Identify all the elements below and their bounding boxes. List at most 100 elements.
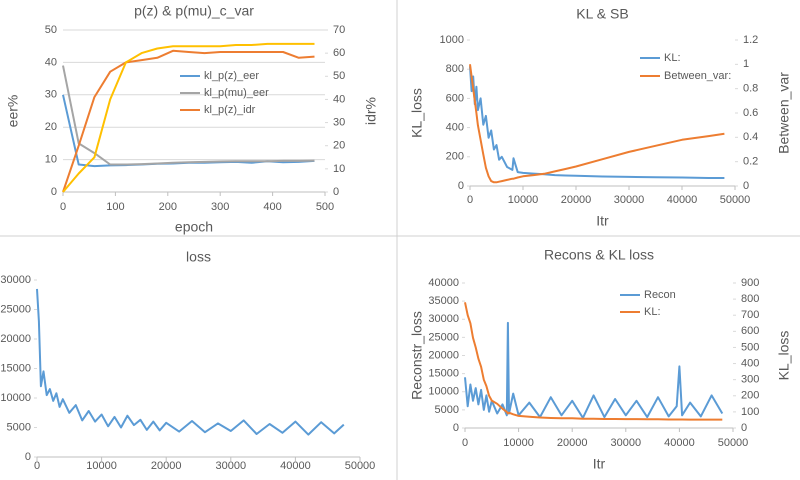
y2-tick-label: 30 (333, 116, 345, 128)
y-tick-label: 10 (45, 154, 57, 166)
y-axis-title: Reconstr_loss (409, 311, 425, 400)
y2-axis-title: idr% (363, 97, 379, 125)
y-axis-title: KL_loss (409, 88, 425, 138)
x-tick-label: 30000 (614, 194, 645, 206)
x-tick-label: 200 (159, 201, 177, 213)
y2-tick-label: 0 (743, 180, 749, 192)
data-line (62, 65, 315, 166)
data-line (62, 42, 315, 193)
x-tick-label: 100 (106, 201, 124, 213)
y-tick-label: 0 (25, 451, 31, 463)
chart-title: KL & SB (576, 6, 628, 22)
y-tick-label: 20 (45, 121, 57, 133)
y-tick-label: 5000 (435, 404, 459, 416)
y2-tick-label: 300 (741, 374, 759, 386)
legend-label: KL: (644, 306, 661, 318)
legend-label: Recon (644, 289, 676, 301)
y-tick-label: 0 (453, 422, 459, 434)
y2-tick-label: 0.4 (743, 131, 758, 143)
x-tick-label: 0 (34, 460, 40, 472)
x-tick-label: 400 (263, 201, 281, 213)
y-tick-label: 400 (446, 122, 464, 134)
y-tick-label: 15000 (0, 362, 31, 374)
x-tick-label: 300 (211, 201, 229, 213)
x-tick-label: 40000 (664, 437, 695, 449)
y-tick-label: 30000 (0, 274, 31, 286)
x-axis-title: Itr (593, 456, 606, 472)
y-tick-label: 5000 (7, 421, 31, 433)
y2-tick-label: 900 (741, 277, 759, 289)
y2-tick-label: 50 (333, 70, 345, 82)
x-tick-label: 10000 (503, 437, 534, 449)
x-tick-label: 50000 (718, 437, 749, 449)
x-tick-label: 40000 (280, 460, 311, 472)
y2-tick-label: 800 (741, 293, 759, 305)
y2-axis-title: KL_loss (776, 331, 792, 381)
x-tick-label: 10000 (86, 460, 117, 472)
y-tick-label: 20000 (428, 349, 459, 361)
y-tick-label: 40 (45, 56, 57, 68)
x-tick-label: 0 (467, 194, 473, 206)
y-tick-label: 600 (446, 92, 464, 104)
x-tick-label: 30000 (611, 437, 642, 449)
y-tick-label: 0 (458, 180, 464, 192)
y-tick-label: 0 (51, 186, 57, 198)
x-tick-label: 500 (316, 201, 334, 213)
x-tick-label: 10000 (508, 194, 539, 206)
y-tick-label: 25000 (0, 303, 31, 315)
y-tick-label: 10000 (428, 386, 459, 398)
x-tick-label: 20000 (151, 460, 182, 472)
y-tick-label: 40000 (428, 277, 459, 289)
y-tick-label: 35000 (428, 295, 459, 307)
y2-tick-label: 200 (741, 390, 759, 402)
legend-label: KL: (664, 52, 681, 64)
chart-title: p(z) & p(mu)_c_var (134, 3, 254, 19)
y-tick-label: 10000 (0, 392, 31, 404)
y2-tick-label: 1 (743, 58, 749, 70)
x-tick-label: 20000 (557, 437, 588, 449)
y-tick-label: 1000 (440, 34, 464, 46)
y2-tick-label: 1.2 (743, 34, 758, 46)
y2-tick-label: 0 (741, 422, 747, 434)
data-line (62, 49, 315, 193)
data-line (36, 288, 345, 436)
y2-tick-label: 600 (741, 325, 759, 337)
y2-tick-label: 70 (333, 24, 345, 36)
y-tick-label: 30000 (428, 313, 459, 325)
x-tick-label: 0 (60, 201, 66, 213)
data-line (464, 302, 723, 421)
y-tick-label: 30 (45, 89, 57, 101)
y2-tick-label: 20 (333, 140, 345, 152)
y2-tick-label: 10 (333, 163, 345, 175)
y2-tick-label: 40 (333, 93, 345, 105)
y2-tick-label: 60 (333, 47, 345, 59)
x-tick-label: 50000 (720, 194, 751, 206)
data-line (469, 66, 725, 179)
y2-tick-label: 0.2 (743, 156, 758, 168)
x-tick-label: 20000 (561, 194, 592, 206)
legend-label: kl_p(z)_idr (204, 104, 256, 116)
y-tick-label: 20000 (0, 333, 31, 345)
x-tick-label: 40000 (667, 194, 698, 206)
y-tick-label: 25000 (428, 331, 459, 343)
y-tick-label: 800 (446, 63, 464, 75)
y-axis-title: eer% (5, 95, 21, 128)
x-tick-label: 50000 (345, 460, 376, 472)
y2-tick-label: 700 (741, 309, 759, 321)
y2-tick-label: 100 (741, 406, 759, 418)
legend-label: kl_p(z)_eer (204, 70, 259, 82)
x-tick-label: 0 (462, 437, 468, 449)
x-axis-title: Itr (596, 213, 609, 229)
y2-tick-label: 0 (333, 186, 339, 198)
chart-title: loss (186, 249, 211, 265)
y-tick-label: 15000 (428, 368, 459, 380)
y2-tick-label: 500 (741, 341, 759, 353)
y2-tick-label: 0.8 (743, 83, 758, 95)
y-tick-label: 50 (45, 24, 57, 36)
y2-axis-title: Between_var (776, 72, 792, 154)
y-tick-label: 200 (446, 151, 464, 163)
x-axis-title: epoch (175, 219, 213, 235)
y2-tick-label: 0.6 (743, 107, 758, 119)
